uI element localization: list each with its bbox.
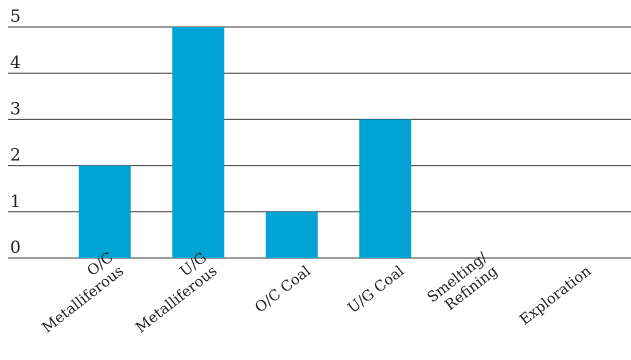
bar-3: [359, 119, 412, 259]
x-category-label-line: Metalliferous: [40, 263, 127, 336]
x-category-label-line: Metalliferous: [133, 263, 220, 336]
y-tick-label-0: 0: [10, 238, 21, 258]
y-tick-label-1: 1: [10, 192, 21, 212]
bar-2: [265, 211, 318, 258]
x-category-label-3: U/G Coal: [345, 263, 407, 317]
y-tick-label-2: 2: [10, 146, 21, 166]
y-tick-labels: 0 1 2 3 4 5: [10, 7, 21, 258]
y-tick-label-3: 3: [10, 99, 21, 119]
x-category-label-line: U/G Coal: [345, 263, 407, 317]
x-category-label-line: Exploration: [517, 263, 594, 328]
x-category-label-2: O/C Coal: [252, 263, 314, 316]
x-category-label-5: Exploration: [517, 263, 594, 328]
y-tick-label-4: 4: [10, 53, 21, 73]
bars: [78, 27, 412, 259]
bar-1: [172, 27, 225, 258]
x-category-label-line: O/C Coal: [252, 263, 314, 316]
y-tick-label-5: 5: [10, 7, 21, 27]
x-category-label-4: Smelting/Refining: [425, 250, 501, 314]
bar-0: [78, 165, 131, 258]
